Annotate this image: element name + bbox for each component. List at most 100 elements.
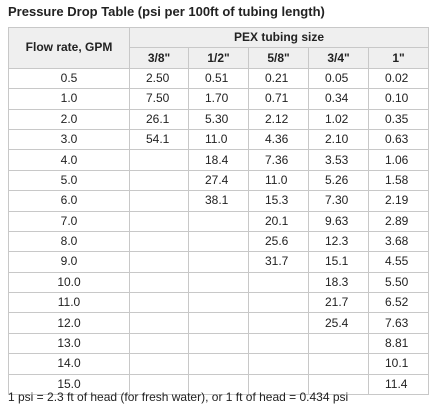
size-header: 1/2" — [188, 47, 249, 69]
flow-rate-cell: 6.0 — [8, 190, 130, 212]
pressure-drop-cell: 0.35 — [368, 108, 429, 130]
flow-rate-cell: 12.0 — [8, 312, 130, 334]
table-row: 14.0 10.1 — [8, 353, 429, 375]
pressure-drop-cell: 2.10 — [308, 128, 369, 151]
table-row: 8.0 25.6 12.3 3.68 — [8, 230, 429, 253]
pressure-drop-cell: 11.4 — [368, 373, 429, 396]
pressure-drop-cell: 2.19 — [368, 190, 429, 212]
pressure-drop-cell: 31.7 — [248, 251, 309, 273]
pressure-drop-cell: 21.7 — [308, 292, 369, 314]
table-title: Pressure Drop Table (psi per 100ft of tu… — [8, 4, 325, 19]
table-row: 2.0 26.1 5.30 2.12 1.02 0.35 — [8, 108, 429, 130]
size-header: 1" — [368, 47, 429, 69]
flow-rate-cell: 9.0 — [8, 251, 130, 273]
flow-rate-cell: 5.0 — [8, 169, 130, 192]
pressure-drop-cell: 4.36 — [248, 128, 309, 151]
size-header: 3/8" — [129, 47, 189, 69]
pressure-drop-cell — [188, 332, 249, 355]
pressure-drop-cell: 27.4 — [188, 169, 249, 192]
pressure-drop-cell: 25.6 — [248, 230, 309, 253]
pressure-drop-cell: 5.26 — [308, 169, 369, 192]
pressure-drop-cell: 2.12 — [248, 108, 309, 130]
pressure-drop-cell: 0.71 — [248, 88, 309, 110]
flow-rate-cell: 13.0 — [8, 332, 130, 355]
pressure-drop-cell: 26.1 — [129, 108, 189, 130]
pressure-drop-cell: 12.3 — [308, 230, 369, 253]
pressure-drop-cell: 20.1 — [248, 210, 309, 232]
pressure-drop-cell — [129, 312, 189, 334]
flow-rate-header: Flow rate, GPM — [8, 27, 130, 69]
pressure-drop-cell — [188, 271, 249, 294]
pressure-drop-cell: 8.81 — [368, 332, 429, 355]
pressure-drop-cell — [188, 353, 249, 375]
pressure-drop-cell: 54.1 — [129, 128, 189, 151]
pressure-drop-table: Flow rate, GPM PEX tubing size 3/8" 1/2"… — [8, 26, 429, 396]
pressure-drop-cell — [248, 271, 309, 294]
pressure-drop-cell — [129, 230, 189, 253]
pressure-drop-cell — [308, 353, 369, 375]
size-header: 5/8" — [248, 47, 309, 69]
table-row: 13.0 8.81 — [8, 332, 429, 355]
flow-rate-cell: 2.0 — [8, 108, 130, 130]
pressure-drop-cell: 7.50 — [129, 88, 189, 110]
pressure-drop-cell: 7.30 — [308, 190, 369, 212]
flow-rate-cell: 8.0 — [8, 230, 130, 253]
pressure-drop-cell: 3.53 — [308, 149, 369, 171]
pressure-drop-cell: 1.02 — [308, 108, 369, 130]
pressure-drop-cell — [248, 292, 309, 314]
pressure-drop-cell: 0.63 — [368, 128, 429, 151]
flow-rate-cell: 7.0 — [8, 210, 130, 232]
pex-size-group-header: PEX tubing size — [129, 26, 429, 49]
pressure-drop-cell — [129, 149, 189, 171]
pressure-drop-cell: 0.10 — [368, 88, 429, 110]
table-row: 0.5 2.50 0.51 0.21 0.05 0.02 — [8, 67, 429, 90]
pressure-drop-cell — [129, 169, 189, 192]
pressure-drop-cell — [188, 251, 249, 273]
pressure-drop-cell: 7.63 — [368, 312, 429, 334]
header-row-group: Flow rate, GPM PEX tubing size — [8, 26, 429, 69]
pressure-drop-cell: 7.36 — [248, 149, 309, 171]
pressure-drop-cell — [129, 353, 189, 375]
flow-rate-cell: 4.0 — [8, 149, 130, 171]
flow-rate-cell: 14.0 — [8, 353, 130, 375]
pressure-drop-cell — [129, 251, 189, 273]
pressure-drop-cell — [129, 271, 189, 294]
conversion-note: 1 psi = 2.3 ft of head (for fresh water)… — [8, 390, 349, 404]
header-row-sizes: 3/8" 1/2" 5/8" 3/4" 1" — [9, 47, 429, 69]
pressure-drop-cell — [129, 190, 189, 212]
pressure-drop-cell: 15.1 — [308, 251, 369, 273]
pressure-drop-cell: 4.55 — [368, 251, 429, 273]
pressure-drop-cell: 0.05 — [308, 67, 369, 90]
pressure-drop-cell: 18.4 — [188, 149, 249, 171]
table-row: 3.0 54.1 11.0 4.36 2.10 0.63 — [8, 128, 429, 151]
pressure-drop-cell — [248, 312, 309, 334]
table-row: 7.0 20.1 9.63 2.89 — [8, 210, 429, 232]
pressure-drop-cell: 1.06 — [368, 149, 429, 171]
table-row: 6.0 38.1 15.3 7.30 2.19 — [8, 190, 429, 212]
pressure-drop-cell: 11.0 — [248, 169, 309, 192]
pressure-drop-cell: 5.30 — [188, 108, 249, 130]
pressure-drop-cell — [129, 292, 189, 314]
pressure-drop-cell — [188, 312, 249, 334]
pressure-drop-cell: 0.02 — [368, 67, 429, 90]
pressure-drop-cell — [188, 230, 249, 253]
pressure-drop-cell: 18.3 — [308, 271, 369, 294]
pressure-drop-cell: 38.1 — [188, 190, 249, 212]
table-row: 12.0 25.4 7.63 — [8, 312, 429, 334]
pressure-drop-cell — [188, 292, 249, 314]
pressure-drop-cell: 5.50 — [368, 271, 429, 294]
pressure-drop-cell: 15.3 — [248, 190, 309, 212]
flow-rate-cell: 0.5 — [8, 67, 130, 90]
pressure-drop-cell: 2.89 — [368, 210, 429, 232]
pressure-drop-cell: 1.70 — [188, 88, 249, 110]
flow-rate-cell: 11.0 — [8, 292, 130, 314]
pressure-drop-cell: 0.51 — [188, 67, 249, 90]
pressure-drop-cell — [188, 210, 249, 232]
pressure-drop-cell — [248, 332, 309, 355]
table-row: 11.0 21.7 6.52 — [8, 292, 429, 314]
pressure-drop-cell: 6.52 — [368, 292, 429, 314]
pressure-drop-cell: 9.63 — [308, 210, 369, 232]
pressure-drop-cell: 2.50 — [129, 67, 189, 90]
table-row: 1.0 7.50 1.70 0.71 0.34 0.10 — [8, 88, 429, 110]
size-header: 3/4" — [308, 47, 369, 69]
